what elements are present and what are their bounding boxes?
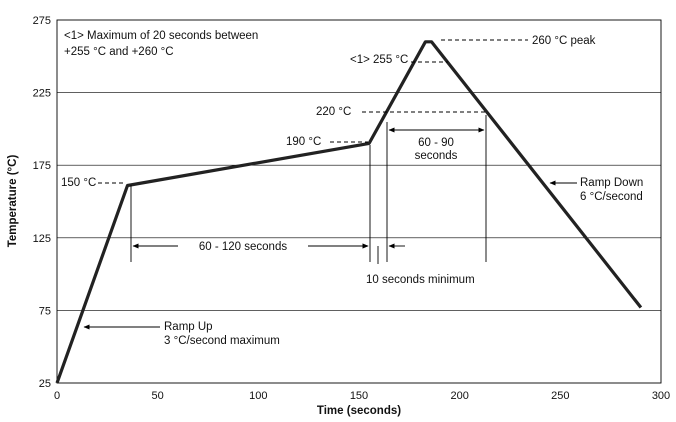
y-tick-label: 125 [33,233,51,245]
y-tick-label: 25 [39,378,51,390]
x-tick-label: 300 [652,390,670,402]
peak-label: 260 °C peak [532,35,596,47]
y-tick-label: 75 [39,305,51,317]
ramp-up-label-2: 3 °C/second maximum [164,335,280,347]
annotations: <1> Maximum of 20 seconds between +255 °… [61,30,643,347]
ramp-down-label-1: Ramp Down [580,177,643,189]
y-tick-label: 225 [33,88,51,100]
plot-frame [56,19,662,384]
x-tick-label: 0 [54,390,60,402]
x-tick-label: 50 [152,390,164,402]
series-layer [55,40,643,384]
t150-label: 150 °C [61,177,96,189]
y-tick-label: 175 [33,160,51,172]
y-tick-label: 275 [33,15,51,27]
tick-labels: 25 75 125 175 225 275 0 50 100 150 200 250 300 [33,15,671,402]
span-60-120-label: 60 - 120 seconds [199,241,287,253]
note-line-1: <1> Maximum of 20 seconds between [64,30,258,42]
span-60-90-label-1: 60 - 90 [418,137,454,149]
min10-label: 10 seconds minimum [366,274,475,286]
note-line-2: +255 °C and +260 °C [64,46,174,58]
y-axis-title: Temperature (°C) [7,155,19,248]
span-60-90-label-2: seconds [415,150,458,162]
t220-label: 220 °C [316,106,351,118]
x-axis-title: Time (seconds) [317,405,401,417]
t255-label: <1> 255 °C [350,54,408,66]
t190-label: 190 °C [286,136,321,148]
x-tick-label: 100 [249,390,267,402]
annotation-lines [83,39,577,330]
x-tick-label: 150 [350,390,368,402]
x-tick-label: 250 [551,390,569,402]
series-line-0 [55,40,643,384]
ramp-up-label-1: Ramp Up [164,321,213,333]
gridlines [57,92,661,311]
x-tick-label: 200 [450,390,468,402]
ramp-down-label-2: 6 °C/second [580,191,643,203]
